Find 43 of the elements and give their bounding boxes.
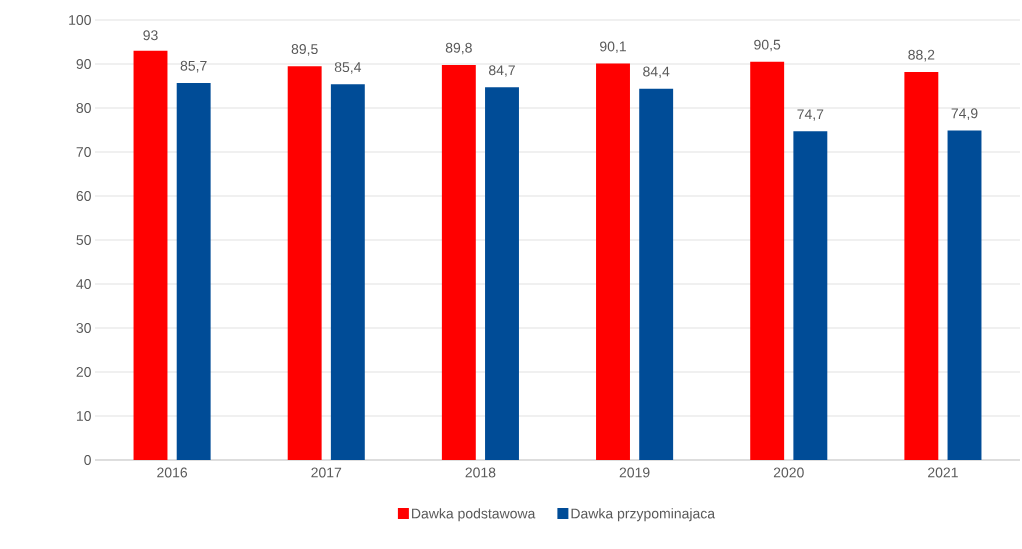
- bar: [639, 88, 674, 460]
- x-tick-label: 2020: [773, 467, 804, 478]
- bar: [596, 63, 630, 460]
- y-tick-label: 0: [84, 455, 91, 465]
- data-label: 88,2: [908, 49, 935, 62]
- data-label: 89,5: [291, 44, 318, 56]
- data-label: 84,4: [643, 66, 670, 79]
- data-label: 74,7: [797, 109, 824, 121]
- bar: [904, 71, 939, 460]
- bar: [793, 131, 828, 460]
- y-tick-label: 10: [76, 411, 91, 421]
- legend-label: Dawka podstawowa: [412, 508, 536, 522]
- x-tick-label: 2019: [619, 467, 650, 478]
- y-tick-label: 60: [76, 191, 91, 201]
- y-tick-label: 70: [76, 147, 91, 157]
- y-tick-label: 40: [76, 279, 91, 289]
- data-label: 84,7: [488, 65, 515, 77]
- y-tick-label: 90: [76, 59, 91, 69]
- x-tick-label: 2016: [157, 467, 188, 478]
- bar: [441, 64, 476, 460]
- data-label: 90,1: [600, 41, 626, 54]
- bar: [287, 66, 322, 460]
- y-tick-label: 30: [76, 323, 91, 333]
- bar: [330, 84, 365, 460]
- bar: [947, 130, 982, 460]
- bar: [133, 50, 168, 460]
- data-label: 93: [143, 30, 158, 41]
- bar: [750, 61, 785, 460]
- x-tick-label: 2021: [928, 467, 958, 478]
- data-label: 90,5: [754, 39, 781, 52]
- data-label: 85,7: [180, 60, 207, 73]
- y-tick-label: 100: [69, 15, 91, 25]
- bar: [176, 82, 211, 460]
- x-tick-label: 2017: [311, 467, 342, 478]
- y-tick-label: 50: [76, 235, 91, 245]
- x-tick-label: 2018: [465, 467, 496, 478]
- data-label: 89,8: [445, 42, 472, 55]
- legend-label: Dawka przypominajaca: [571, 508, 716, 522]
- data-label: 74,9: [951, 108, 978, 120]
- data-label: 85,4: [334, 62, 362, 74]
- y-tick-label: 20: [76, 367, 91, 377]
- bar: [485, 87, 519, 460]
- y-tick-label: 80: [76, 103, 91, 113]
